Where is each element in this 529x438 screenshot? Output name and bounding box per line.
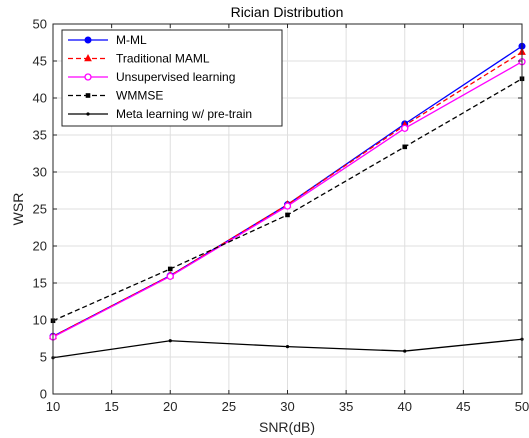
chart-title: Rician Distribution (231, 4, 344, 20)
y-tick-label: 40 (33, 91, 47, 106)
legend-label: Unsupervised learning (116, 70, 235, 84)
data-point (285, 345, 290, 349)
x-tick-label: 45 (456, 399, 470, 414)
x-axis-title: SNR(dB) (259, 419, 315, 435)
x-tick-label: 20 (163, 399, 177, 414)
x-tick-label: 30 (280, 399, 294, 414)
y-tick-label: 25 (33, 202, 47, 217)
x-tick-label: 15 (104, 399, 118, 414)
legend-entry: Unsupervised learning (68, 70, 235, 84)
legend-marker (84, 54, 92, 62)
y-tick-label: 0 (40, 387, 47, 402)
data-point (285, 212, 290, 218)
legend-box (61, 29, 283, 127)
legend-marker (85, 93, 91, 98)
legend-label: Meta learning w/ pre-train (116, 107, 252, 121)
data-point (402, 144, 408, 150)
series-line (52, 51, 523, 337)
series-layer (49, 42, 526, 360)
y-tick-label: 50 (33, 17, 47, 32)
legend-label: M-ML (116, 33, 147, 47)
y-tick-label: 5 (40, 350, 47, 365)
x-tick-label: 50 (515, 399, 529, 414)
x-axis-ticks: 10 15 20 25 30 35 40 45 50 (46, 24, 529, 414)
legend-entry: Meta learning w/ pre-train (68, 107, 252, 121)
x-tick-label: 40 (398, 399, 412, 414)
data-point (167, 266, 173, 272)
y-tick-label: 15 (33, 276, 47, 291)
data-point (283, 202, 292, 210)
legend-entry: M-ML (68, 33, 147, 47)
y-tick-label: 20 (33, 239, 47, 254)
y-tick-label: 30 (33, 165, 47, 180)
series-4 (51, 337, 524, 360)
legend-marker (86, 112, 90, 116)
y-axis-title: WSR (10, 193, 26, 226)
data-point (168, 339, 172, 343)
data-point (166, 272, 174, 280)
x-tick-label: 35 (339, 399, 353, 414)
y-tick-label: 10 (33, 313, 47, 328)
y-tick-label: 45 (33, 54, 47, 69)
x-tick-label: 10 (46, 399, 60, 414)
legend-marker (84, 73, 92, 81)
legend: M-ML Traditional MAML Unsupervised learnin… (61, 29, 283, 127)
legend-entry: WMMSE (68, 89, 163, 103)
data-point (403, 349, 407, 353)
x-tick-label: 25 (222, 399, 236, 414)
legend-label: Traditional MAML (116, 52, 210, 66)
series-2 (49, 58, 526, 341)
legend-label: WMMSE (116, 89, 163, 103)
y-tick-label: 35 (33, 128, 47, 143)
data-point (401, 124, 409, 132)
y-axis-ticks: 0 5 10 15 20 25 30 35 40 45 50 (33, 17, 522, 402)
legend-entry: Traditional MAML (68, 52, 210, 66)
legend-marker (84, 36, 92, 44)
